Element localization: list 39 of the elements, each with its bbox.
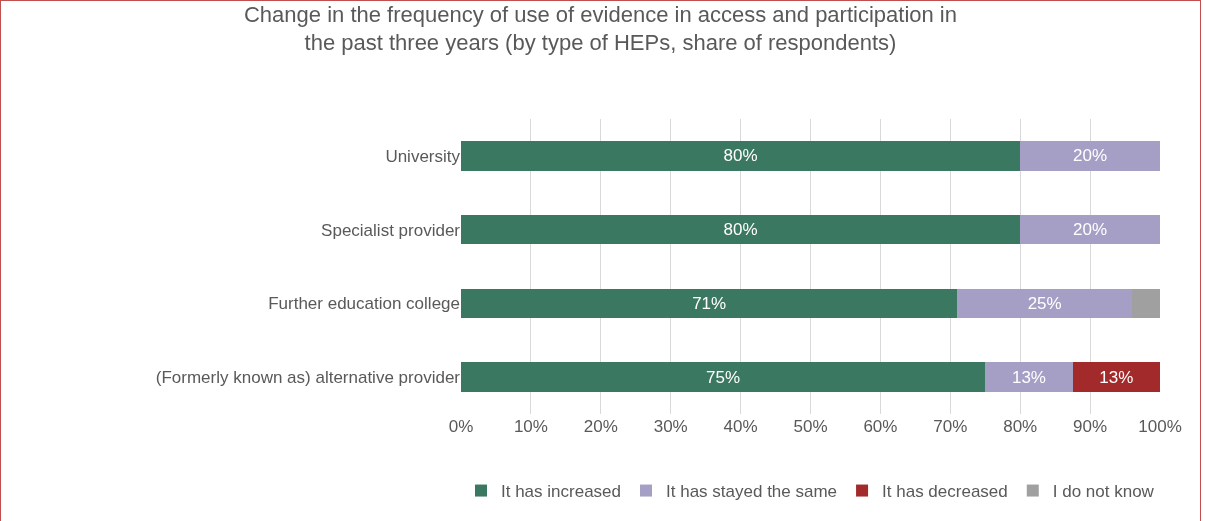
bar bbox=[957, 288, 1133, 319]
bar bbox=[1020, 214, 1160, 245]
x-tick-label: 80% bbox=[1003, 417, 1038, 436]
legend-label: It has increased bbox=[501, 482, 622, 502]
x-tick-label: 10% bbox=[513, 417, 548, 436]
x-tick-label: 100% bbox=[1138, 417, 1182, 436]
legend-label: It has decreased bbox=[882, 482, 1008, 502]
chart-title: Change in the frequency of use of evidence in access and participation in the past three years (by type of HEPs, share of respondents) bbox=[243, 1, 958, 56]
data-label: 71% bbox=[692, 293, 727, 313]
data-label: 20% bbox=[1073, 220, 1108, 240]
x-tick-label: 40% bbox=[723, 417, 758, 436]
x-tick-label: 50% bbox=[793, 417, 828, 436]
data-label: 13% bbox=[1011, 367, 1046, 387]
x-tick-label: 20% bbox=[583, 417, 618, 436]
bar bbox=[1132, 288, 1160, 319]
bar bbox=[461, 214, 1021, 245]
x-tick-label: 70% bbox=[933, 417, 968, 436]
legend-label: It has stayed the same bbox=[666, 482, 838, 502]
bar bbox=[461, 288, 958, 319]
y-tick-label: (Formerly known as) alternative provider bbox=[155, 368, 461, 388]
x-tick-label: 90% bbox=[1073, 417, 1108, 436]
bar bbox=[1072, 362, 1160, 392]
legend-label: I do not know bbox=[1052, 482, 1155, 502]
data-label: 20% bbox=[1073, 146, 1108, 166]
data-label: 25% bbox=[1027, 293, 1062, 313]
data-label: 80% bbox=[723, 146, 758, 166]
bar bbox=[1020, 141, 1160, 171]
data-label: 13% bbox=[1099, 367, 1134, 387]
bar bbox=[461, 141, 1021, 171]
bar bbox=[461, 362, 986, 392]
bar bbox=[985, 362, 1073, 392]
x-tick-label: 0% bbox=[448, 417, 474, 436]
data-label: 75% bbox=[706, 367, 741, 387]
data-label: 80% bbox=[723, 220, 758, 240]
y-tick-label: Further education college bbox=[268, 294, 460, 314]
x-tick-label: 30% bbox=[653, 417, 688, 436]
y-tick-label: University bbox=[385, 146, 461, 166]
y-tick-label: Specialist provider bbox=[321, 220, 461, 240]
x-tick-label: 60% bbox=[863, 417, 898, 436]
